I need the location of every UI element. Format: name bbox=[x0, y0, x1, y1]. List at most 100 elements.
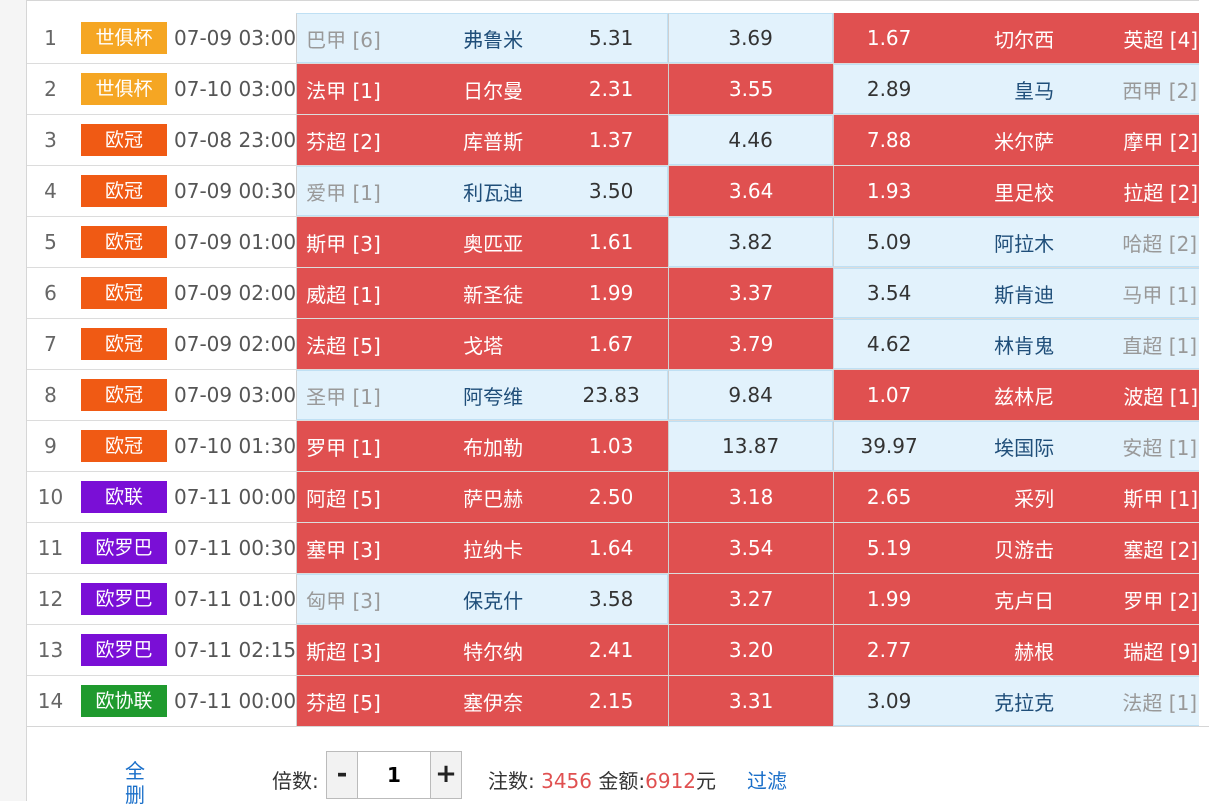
home-win-option[interactable]: 芬超 [5] 塞伊奈 2.15 bbox=[296, 676, 669, 726]
home-cell: 圣甲 [1] 阿夸维 23.83 bbox=[296, 369, 669, 421]
away-odd: 2.77 bbox=[866, 638, 912, 662]
row-number: 11 bbox=[27, 522, 74, 574]
away-rank: 斯甲 [1] bbox=[1123, 486, 1199, 511]
away-win-option[interactable]: 1.07 兹林尼 波超 [1] bbox=[833, 370, 1209, 420]
match-row: 12 欧罗巴 07-11 01:00 匈甲 [3] 保克什 3.58 3.27 1.99 克卢日… bbox=[27, 573, 1209, 625]
home-win-option[interactable]: 芬超 [2] 库普斯 1.37 bbox=[296, 115, 669, 165]
away-win-option[interactable]: 7.88 米尔萨 摩甲 [2] bbox=[833, 115, 1209, 165]
league-badge[interactable]: 欧联 bbox=[81, 481, 167, 513]
home-win-option[interactable]: 法甲 [1] 日尔曼 2.31 bbox=[296, 64, 669, 114]
home-team: 塞伊奈 bbox=[463, 690, 524, 715]
draw-option[interactable]: 3.82 bbox=[668, 217, 834, 267]
away-win-option[interactable]: 3.09 克拉克 法超 [1] bbox=[833, 676, 1209, 726]
home-rank: 圣甲 [1] bbox=[306, 384, 381, 409]
away-win-option[interactable]: 1.99 克卢日 罗甲 [2] bbox=[833, 574, 1209, 624]
away-rank: 直超 [1] bbox=[1122, 333, 1198, 358]
home-win-option[interactable]: 巴甲 [6] 弗鲁米 5.31 bbox=[296, 13, 669, 63]
away-win-option[interactable]: 5.19 贝游击 塞超 [2] bbox=[833, 523, 1209, 573]
home-win-option[interactable]: 斯超 [3] 特尔纳 2.41 bbox=[296, 625, 669, 675]
draw-option[interactable]: 3.18 bbox=[668, 472, 834, 522]
home-rank: 芬超 [5] bbox=[306, 690, 381, 715]
away-cell: 1.67 切尔西 英超 [4] bbox=[833, 13, 1209, 64]
league-cell: 世俱杯 bbox=[74, 63, 174, 115]
draw-option[interactable]: 13.87 bbox=[668, 421, 834, 471]
league-badge[interactable]: 欧罗巴 bbox=[81, 634, 167, 666]
draw-option[interactable]: 3.69 bbox=[668, 13, 834, 63]
home-win-option[interactable]: 塞甲 [3] 拉纳卡 1.64 bbox=[296, 523, 669, 573]
home-rank: 芬超 [2] bbox=[306, 129, 381, 154]
away-win-option[interactable]: 39.97 埃国际 安超 [1] bbox=[833, 421, 1209, 471]
match-time: 07-10 03:00 bbox=[174, 63, 297, 115]
draw-option[interactable]: 3.55 bbox=[668, 64, 834, 114]
league-badge[interactable]: 欧罗巴 bbox=[81, 583, 167, 615]
league-badge[interactable]: 欧冠 bbox=[81, 328, 167, 360]
draw-option[interactable]: 3.27 bbox=[668, 574, 834, 624]
draw-option[interactable]: 3.31 bbox=[668, 676, 834, 726]
home-win-option[interactable]: 匈甲 [3] 保克什 3.58 bbox=[296, 574, 669, 624]
away-win-option[interactable]: 1.93 里足校 拉超 [2] bbox=[833, 166, 1209, 216]
home-team: 阿夸维 bbox=[463, 384, 524, 409]
league-badge[interactable]: 欧罗巴 bbox=[81, 532, 167, 564]
home-win-option[interactable]: 罗甲 [1] 布加勒 1.03 bbox=[296, 421, 669, 471]
draw-option[interactable]: 3.37 bbox=[668, 268, 834, 318]
league-badge[interactable]: 欧冠 bbox=[81, 124, 167, 156]
row-number: 9 bbox=[27, 420, 74, 472]
draw-option[interactable]: 3.20 bbox=[668, 625, 834, 675]
away-rank: 西甲 [2] bbox=[1122, 78, 1198, 103]
away-win-option[interactable]: 1.67 切尔西 英超 [4] bbox=[833, 13, 1209, 63]
league-badge[interactable]: 欧冠 bbox=[81, 277, 167, 309]
league-badge[interactable]: 世俱杯 bbox=[81, 73, 167, 105]
draw-option[interactable]: 3.54 bbox=[668, 523, 834, 573]
home-win-option[interactable]: 法超 [5] 戈塔 1.67 bbox=[296, 319, 669, 369]
match-row: 7 欧冠 07-09 02:00 法超 [5] 戈塔 1.67 3.79 4.62 林肯鬼 直超 … bbox=[27, 318, 1209, 370]
home-cell: 法甲 [1] 日尔曼 2.31 bbox=[296, 63, 669, 115]
league-badge[interactable]: 欧冠 bbox=[81, 379, 167, 411]
draw-option[interactable]: 4.46 bbox=[668, 115, 834, 165]
multiplier-label: 倍数: bbox=[272, 769, 319, 793]
league-badge[interactable]: 欧冠 bbox=[81, 175, 167, 207]
away-win-option[interactable]: 3.54 斯肯迪 马甲 [1] bbox=[833, 268, 1209, 318]
league-cell: 欧冠 bbox=[74, 369, 174, 421]
away-win-option[interactable]: 4.62 林肯鬼 直超 [1] bbox=[833, 319, 1209, 369]
decrement-button[interactable]: - bbox=[327, 752, 357, 798]
away-team: 兹林尼 bbox=[994, 384, 1055, 409]
league-cell: 欧冠 bbox=[74, 318, 174, 370]
home-cell: 塞甲 [3] 拉纳卡 1.64 bbox=[296, 522, 669, 574]
home-win-option[interactable]: 爱甲 [1] 利瓦迪 3.50 bbox=[296, 166, 669, 216]
league-badge[interactable]: 欧冠 bbox=[81, 226, 167, 258]
league-badge[interactable]: 欧协联 bbox=[81, 685, 167, 717]
away-win-option[interactable]: 2.65 采列 斯甲 [1] bbox=[833, 472, 1209, 522]
home-rank: 匈甲 [3] bbox=[306, 588, 381, 613]
multiplier-input[interactable] bbox=[357, 752, 431, 798]
away-odd: 5.19 bbox=[866, 536, 912, 560]
away-win-option[interactable]: 2.89 皇马 西甲 [2] bbox=[833, 64, 1209, 114]
league-badge[interactable]: 世俱杯 bbox=[81, 22, 167, 54]
away-win-option[interactable]: 5.09 阿拉木 哈超 [2] bbox=[833, 217, 1209, 267]
away-cell: 7.88 米尔萨 摩甲 [2] bbox=[833, 114, 1209, 166]
row-number: 4 bbox=[27, 165, 74, 217]
away-cell: 3.54 斯肯迪 马甲 [1] bbox=[833, 267, 1209, 319]
draw-option[interactable]: 9.84 bbox=[668, 370, 834, 420]
clear-all-button[interactable]: 全删 bbox=[125, 759, 145, 807]
draw-option[interactable]: 3.64 bbox=[668, 166, 834, 216]
home-win-option[interactable]: 威超 [1] 新圣徒 1.99 bbox=[296, 268, 669, 318]
home-odd: 2.41 bbox=[588, 638, 634, 662]
row-number: 3 bbox=[27, 114, 74, 166]
away-odd: 2.65 bbox=[866, 485, 912, 509]
filter-link[interactable]: 过滤 bbox=[747, 769, 787, 793]
home-win-option[interactable]: 斯甲 [3] 奥匹亚 1.61 bbox=[296, 217, 669, 267]
away-team: 阿拉木 bbox=[994, 231, 1055, 256]
increment-button[interactable]: + bbox=[431, 752, 461, 798]
home-rank: 爱甲 [1] bbox=[306, 180, 381, 205]
away-team: 赫根 bbox=[1014, 639, 1055, 664]
home-rank: 法甲 [1] bbox=[306, 78, 381, 103]
home-win-option[interactable]: 圣甲 [1] 阿夸维 23.83 bbox=[296, 370, 669, 420]
match-time: 07-09 03:00 bbox=[174, 369, 297, 421]
draw-cell: 9.84 bbox=[668, 369, 834, 421]
home-win-option[interactable]: 阿超 [5] 萨巴赫 2.50 bbox=[296, 472, 669, 522]
away-team: 克拉克 bbox=[994, 690, 1055, 715]
away-win-option[interactable]: 2.77 赫根 瑞超 [9] bbox=[833, 625, 1209, 675]
draw-option[interactable]: 3.79 bbox=[668, 319, 834, 369]
draw-odd: 3.37 bbox=[728, 281, 774, 305]
league-badge[interactable]: 欧冠 bbox=[81, 430, 167, 462]
